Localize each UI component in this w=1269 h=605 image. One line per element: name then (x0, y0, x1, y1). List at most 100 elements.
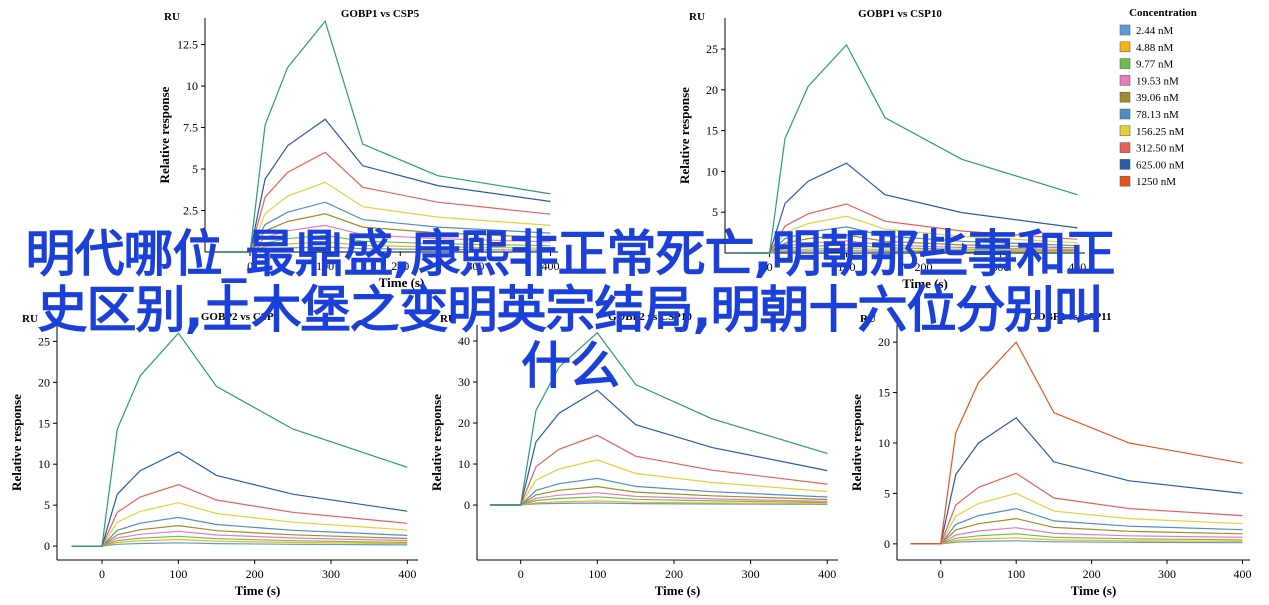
y-axis-label: Relative response (9, 394, 24, 491)
y-tick-label: 10 (878, 436, 890, 450)
legend-swatch (1119, 108, 1131, 120)
legend-label: 2.44 nM (1136, 25, 1174, 37)
y-axis-label: Relative response (677, 87, 692, 184)
series-line (220, 234, 551, 253)
y-tick-label: 20 (878, 335, 890, 349)
series-line (738, 162, 1078, 254)
x-tick-label: 400 (818, 567, 836, 581)
x-tick-label: 300 (1158, 567, 1176, 581)
x-tick-label: 100 (838, 260, 856, 274)
series-line (910, 492, 1243, 545)
legend-label: 312.50 nM (1136, 143, 1185, 155)
y-tick-label: 12.5 (177, 38, 198, 52)
unit-label: RU (164, 11, 180, 23)
series-line (490, 459, 828, 506)
y-tick-label: 30 (458, 375, 470, 389)
y-tick-label: 5 (192, 162, 198, 176)
x-tick-label: 200 (246, 567, 264, 581)
series-line (71, 516, 408, 547)
legend-swatch (1119, 91, 1131, 103)
x-tick-label: 100 (1007, 567, 1025, 581)
series-line (220, 20, 551, 253)
y-tick-label: 0 (44, 539, 50, 553)
chart-title: GOBP2 vs CSP10 (608, 311, 692, 323)
x-axis-label: Time (s) (655, 583, 701, 598)
x-tick-label: 300 (466, 259, 484, 273)
y-tick-label: 20 (458, 416, 470, 430)
legend-title: Concentration (1129, 7, 1197, 19)
x-tick-label: 300 (991, 260, 1009, 274)
series-line (738, 43, 1078, 254)
x-tick-label: 0 (247, 259, 253, 273)
series-line (490, 389, 828, 506)
y-tick-label: 25 (38, 334, 50, 348)
chart-title: GOBP1 vs CSP10 (858, 8, 942, 20)
y-tick-label: 10 (38, 457, 50, 471)
x-tick-label: 300 (742, 567, 760, 581)
panel: 2.5 5 7.5 10 12.5 0 100 200 300 400 GOBP1 vs CSP5 R… (157, 8, 559, 290)
y-tick-label: 15 (706, 124, 718, 138)
y-tick-label: 5 (44, 498, 50, 512)
y-tick-label: 5 (884, 486, 890, 500)
x-tick-label: 100 (316, 259, 334, 273)
chart-title: GOBP2 vs CSP5 (201, 311, 280, 323)
legend-swatch (1119, 142, 1131, 153)
x-tick-label: 300 (322, 567, 340, 581)
chart-title: GOBP2 vs CSP11 (1028, 311, 1111, 323)
series-line (71, 451, 408, 547)
series-line (71, 484, 408, 547)
y-tick-label: 0 (464, 498, 470, 512)
legend-swatch (1119, 175, 1131, 187)
x-tick-label: 400 (541, 259, 559, 273)
series-line (490, 331, 828, 506)
y-tick-label: 10 (458, 457, 470, 471)
y-tick-label: 0 (884, 537, 890, 551)
x-tick-label: 0 (99, 567, 105, 581)
x-tick-label: 0 (518, 567, 524, 581)
y-tick-label: 25 (706, 42, 718, 56)
legend-label: 78.13 nM (1136, 109, 1179, 121)
legend-swatch (1119, 24, 1131, 36)
x-tick-label: 400 (1068, 260, 1086, 274)
legend-swatch (1119, 75, 1131, 86)
x-axis-label: Time (s) (235, 583, 281, 598)
y-tick-label: 15 (878, 386, 890, 400)
y-tick-label: 5 (712, 205, 718, 219)
x-tick-label: 400 (398, 567, 416, 581)
unit-label: RU (440, 313, 456, 325)
y-tick-label: 15 (38, 416, 50, 430)
series-line (910, 341, 1243, 545)
legend-swatch (1119, 159, 1131, 170)
series-line (220, 224, 551, 253)
series-line (220, 201, 551, 253)
x-axis-label: Time (s) (902, 276, 948, 291)
x-tick-label: 400 (1233, 567, 1251, 581)
panel: 0 5 10 15 20 25 0 100 200 300 400 GOBP2 vs CSP5 RU Re… (9, 311, 418, 598)
y-tick-label: 20 (706, 83, 718, 97)
x-axis-label: Time (s) (1071, 583, 1117, 598)
unit-label: RU (860, 313, 876, 325)
series-line (71, 332, 408, 547)
unit-label: RU (22, 313, 38, 325)
legend-swatch (1119, 58, 1131, 69)
y-axis-label: Relative response (849, 394, 864, 491)
series-line (220, 181, 551, 253)
legend-label: 9.77 nM (1136, 59, 1174, 71)
x-tick-label: 0 (938, 567, 944, 581)
legend-label: 39.06 nM (1136, 92, 1179, 104)
series-line (910, 507, 1243, 545)
x-tick-label: 0 (767, 260, 773, 274)
legend-label: 1250 nM (1136, 176, 1176, 188)
series-line (910, 527, 1243, 545)
series-line (738, 203, 1078, 254)
x-tick-label: 100 (588, 567, 606, 581)
y-axis-label: Relative response (157, 86, 172, 183)
y-tick-label: 10 (706, 164, 718, 178)
panel: 5 10 15 20 25 0 100 200 300 400 GOBP1 vs CSP10 RU Re… (677, 8, 1086, 291)
x-tick-label: 200 (914, 260, 932, 274)
legend-label: 4.88 nM (1136, 42, 1174, 54)
series-line (490, 477, 828, 506)
